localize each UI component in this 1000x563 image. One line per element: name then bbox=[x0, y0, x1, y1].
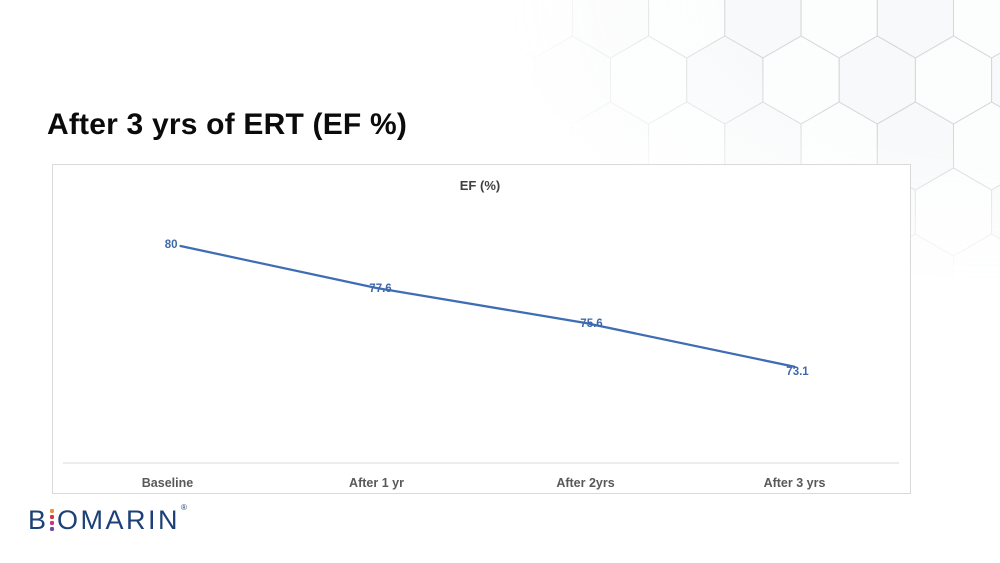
data-label: 75.6 bbox=[580, 318, 602, 330]
data-label: 80 bbox=[165, 239, 178, 251]
logo-i-dot bbox=[49, 526, 55, 531]
hexagon-shape bbox=[991, 184, 1000, 240]
logo-dotted-i-icon bbox=[49, 507, 55, 531]
data-label: 73.1 bbox=[786, 366, 809, 378]
chart-plot-area: Baseline After 1 yr After 2yrs After 3 yrs 8… bbox=[63, 239, 899, 490]
biomarin-logo: B OMARIN ® bbox=[28, 503, 187, 535]
logo-i-dot bbox=[49, 514, 55, 519]
logo-letter-b: B bbox=[28, 505, 49, 535]
logo-i-dot bbox=[49, 508, 55, 513]
data-label: 77.6 bbox=[369, 283, 391, 295]
ef-series-line bbox=[179, 244, 796, 368]
x-axis-label: After 1 yr bbox=[349, 476, 404, 490]
x-axis-label: After 3 yrs bbox=[764, 476, 826, 490]
x-axis-label: After 2yrs bbox=[556, 476, 614, 490]
logo-letters-omarin: OMARIN bbox=[57, 505, 181, 535]
slide-title: After 3 yrs of ERT (EF %) bbox=[47, 108, 408, 141]
hexagon-shape bbox=[991, 52, 1000, 108]
logo-i-dot bbox=[49, 520, 55, 525]
x-axis-label: Baseline bbox=[142, 476, 193, 490]
ef-line-chart: EF (%) Baseline After 1 yr After 2yrs After… bbox=[52, 164, 911, 494]
chart-canvas: EF (%) Baseline After 1 yr After 2yrs After… bbox=[63, 178, 899, 490]
logo-trademark: ® bbox=[181, 503, 187, 512]
chart-title: EF (%) bbox=[460, 178, 500, 193]
